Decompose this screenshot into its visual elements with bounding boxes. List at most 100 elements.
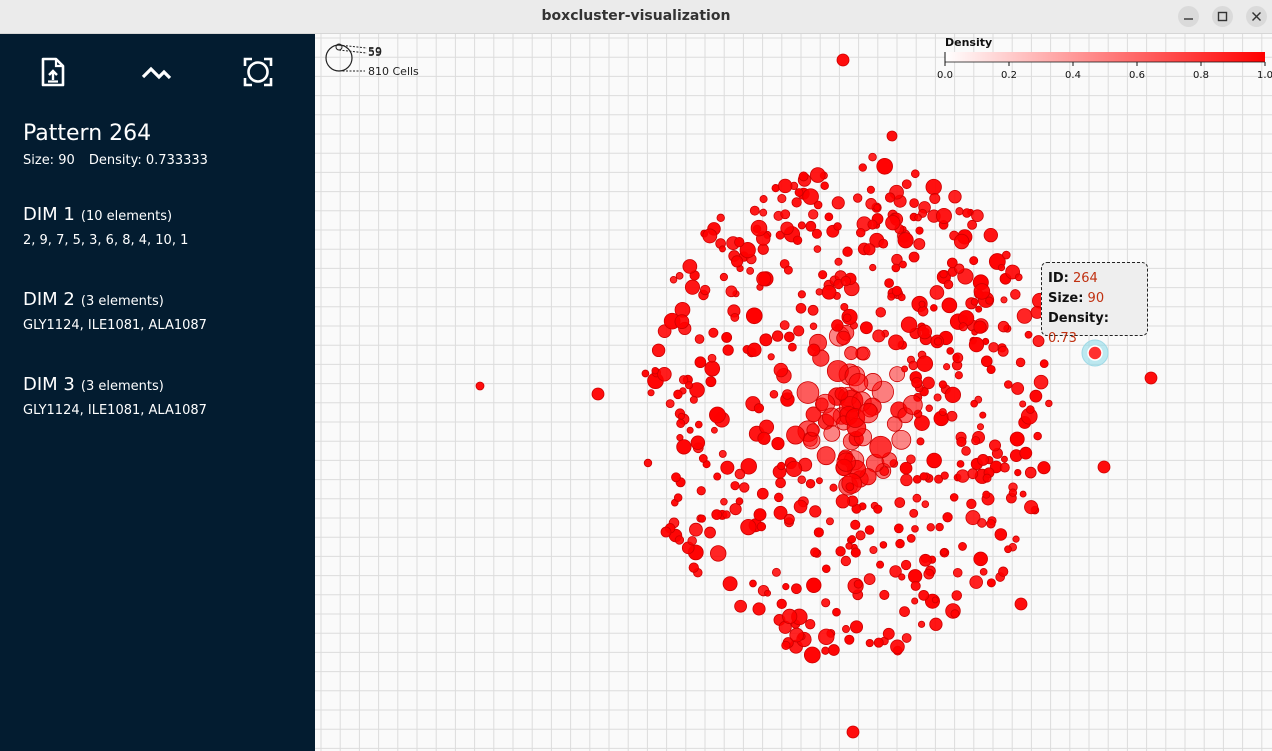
pattern-point[interactable] <box>716 213 725 223</box>
pattern-point[interactable] <box>901 365 909 373</box>
pattern-point[interactable] <box>771 330 784 342</box>
pattern-point[interactable] <box>1003 380 1013 389</box>
pattern-point[interactable] <box>843 313 852 322</box>
pattern-point[interactable] <box>753 508 767 522</box>
pattern-point[interactable] <box>821 564 831 574</box>
pattern-point[interactable] <box>1014 273 1023 282</box>
pattern-point[interactable] <box>894 497 906 508</box>
pattern-point[interactable] <box>767 353 775 361</box>
pattern-point[interactable] <box>856 346 871 361</box>
pattern-point[interactable] <box>917 324 933 340</box>
pattern-point[interactable] <box>773 362 789 378</box>
pattern-point[interactable] <box>775 477 786 489</box>
pattern-point[interactable] <box>669 275 678 284</box>
pattern-point[interactable] <box>875 307 886 318</box>
pattern-point[interactable] <box>897 293 906 302</box>
pattern-point[interactable] <box>674 314 690 330</box>
pattern-point[interactable] <box>918 589 930 601</box>
pattern-point[interactable] <box>917 620 926 628</box>
pattern-point[interactable] <box>910 169 920 179</box>
pattern-point[interactable] <box>943 363 951 371</box>
pattern-point[interactable] <box>855 227 866 238</box>
pattern-point[interactable] <box>821 598 831 608</box>
pattern-point[interactable] <box>769 389 779 399</box>
pattern-point[interactable] <box>665 399 675 409</box>
cluster-points[interactable] <box>475 53 1158 739</box>
pattern-point[interactable] <box>805 479 816 489</box>
pattern-point[interactable] <box>979 411 987 419</box>
pattern-point[interactable] <box>982 490 991 499</box>
pattern-point[interactable] <box>1000 296 1008 304</box>
pattern-point[interactable] <box>917 305 929 317</box>
pattern-point[interactable] <box>906 454 916 464</box>
pattern-point[interactable] <box>845 542 853 550</box>
pattern-point[interactable] <box>983 227 998 243</box>
pattern-point[interactable] <box>1004 545 1012 554</box>
pattern-point[interactable] <box>952 352 964 364</box>
pattern-point[interactable] <box>782 389 793 400</box>
pattern-point[interactable] <box>929 193 941 205</box>
pattern-point[interactable] <box>919 472 928 481</box>
pattern-point[interactable] <box>982 473 992 483</box>
pattern-point[interactable] <box>951 590 963 601</box>
pattern-point[interactable] <box>781 640 791 650</box>
pattern-point[interactable] <box>1010 289 1021 300</box>
pattern-point[interactable] <box>997 345 1009 357</box>
pattern-point[interactable] <box>802 188 819 205</box>
pattern-point[interactable] <box>753 403 765 414</box>
pattern-point[interactable] <box>901 179 912 190</box>
visualization-canvas[interactable]: 59 59 810 Cells Density 0.0 0.2 0.4 0.6 0.8 1… <box>315 34 1272 751</box>
pattern-point[interactable] <box>687 536 697 546</box>
pattern-point[interactable] <box>734 599 747 613</box>
pattern-point[interactable] <box>897 232 914 249</box>
pattern-point[interactable] <box>815 477 823 485</box>
pattern-point[interactable] <box>1009 431 1025 447</box>
pattern-point[interactable] <box>651 343 666 358</box>
pattern-point[interactable] <box>887 292 896 301</box>
pattern-point[interactable] <box>899 260 907 269</box>
pattern-point[interactable] <box>902 394 923 415</box>
pattern-point[interactable] <box>746 266 755 275</box>
pattern-point[interactable] <box>1014 468 1022 477</box>
pattern-point[interactable] <box>709 406 726 424</box>
pattern-point[interactable] <box>831 319 844 332</box>
pattern-point[interactable] <box>944 386 961 404</box>
pattern-point[interactable] <box>912 493 922 503</box>
pattern-point[interactable] <box>915 226 924 235</box>
pattern-point[interactable] <box>818 270 828 280</box>
pattern-point[interactable] <box>791 197 802 208</box>
pattern-point[interactable] <box>1016 308 1033 324</box>
pattern-point[interactable] <box>725 285 738 298</box>
pattern-point[interactable] <box>844 346 859 361</box>
pattern-point[interactable] <box>872 329 886 343</box>
pattern-point[interactable] <box>1024 500 1039 515</box>
pattern-point[interactable] <box>698 454 708 463</box>
pattern-point[interactable] <box>869 435 892 459</box>
pattern-point[interactable] <box>891 429 912 450</box>
pattern-point[interactable] <box>948 190 962 204</box>
pattern-point[interactable] <box>952 567 963 578</box>
pattern-point[interactable] <box>694 356 707 369</box>
pattern-point[interactable] <box>816 446 836 466</box>
cluster-plot[interactable]: 59 59 810 Cells Density 0.0 0.2 0.4 0.6 0.8 1… <box>315 34 1272 751</box>
pattern-point[interactable] <box>926 523 935 532</box>
pattern-point[interactable] <box>788 342 797 352</box>
pattern-point[interactable] <box>966 498 977 510</box>
pattern-point[interactable] <box>696 486 706 496</box>
pattern-point[interactable] <box>1033 431 1042 441</box>
pattern-point[interactable] <box>711 509 723 520</box>
pattern-point[interactable] <box>935 207 952 224</box>
pattern-point[interactable] <box>809 505 822 518</box>
pattern-point[interactable] <box>805 619 816 630</box>
pattern-point[interactable] <box>764 589 772 597</box>
selected-pattern-highlight[interactable] <box>1081 339 1109 367</box>
pattern-point[interactable] <box>999 462 1010 473</box>
pattern-point[interactable] <box>694 420 703 429</box>
pattern-point[interactable] <box>985 296 994 305</box>
pattern-point[interactable] <box>940 471 949 480</box>
pattern-point[interactable] <box>828 644 840 656</box>
pattern-point[interactable] <box>824 212 834 222</box>
pattern-point[interactable] <box>793 325 805 337</box>
pattern-point[interactable] <box>1029 389 1043 403</box>
pattern-point[interactable] <box>739 482 750 493</box>
